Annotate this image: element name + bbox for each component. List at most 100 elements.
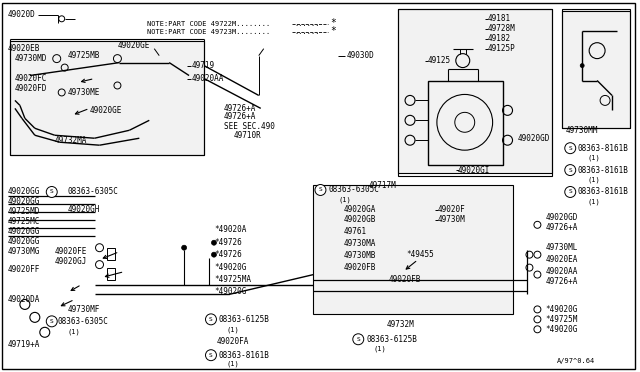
Text: 49732MA: 49732MA xyxy=(55,136,87,145)
Text: S: S xyxy=(209,353,213,358)
Text: S: S xyxy=(568,189,572,195)
Text: 49020GE: 49020GE xyxy=(90,106,122,115)
Text: *49725MA: *49725MA xyxy=(214,275,251,284)
Bar xyxy=(108,267,115,279)
Text: (1): (1) xyxy=(339,197,351,203)
Text: 49020GH: 49020GH xyxy=(68,205,100,214)
Text: NOTE:PART CODE 49723M........: NOTE:PART CODE 49723M........ xyxy=(147,29,271,35)
Text: 08363-6125B: 08363-6125B xyxy=(219,315,270,324)
Text: 49730MF: 49730MF xyxy=(68,305,100,314)
Text: 49020FB: 49020FB xyxy=(388,275,420,284)
Text: 49719: 49719 xyxy=(192,61,215,70)
Text: A/97^0.64: A/97^0.64 xyxy=(557,358,596,364)
Text: 49730MG: 49730MG xyxy=(8,247,40,256)
Text: S: S xyxy=(50,319,54,324)
Text: 49020FF: 49020FF xyxy=(8,265,40,274)
Text: *49725M: *49725M xyxy=(545,315,578,324)
Text: S: S xyxy=(356,337,360,342)
Text: 49020GE: 49020GE xyxy=(117,41,150,50)
Text: (1): (1) xyxy=(587,199,600,205)
Bar xyxy=(398,9,552,173)
Text: 49125P: 49125P xyxy=(488,44,515,53)
Text: *: * xyxy=(330,18,336,28)
Text: (1): (1) xyxy=(587,155,600,161)
Circle shape xyxy=(205,314,216,325)
Text: *49020A: *49020A xyxy=(214,225,246,234)
Circle shape xyxy=(182,245,187,250)
Text: 49717M: 49717M xyxy=(368,180,396,189)
Text: 49020GD: 49020GD xyxy=(518,134,550,143)
Circle shape xyxy=(564,143,576,154)
Text: 08363-8161B: 08363-8161B xyxy=(577,187,628,196)
Text: SEE SEC.490: SEE SEC.490 xyxy=(224,122,275,131)
Text: S: S xyxy=(319,187,323,192)
Bar xyxy=(108,248,115,260)
Text: 49020GG: 49020GG xyxy=(8,227,40,236)
Text: *49020G: *49020G xyxy=(214,263,246,272)
Text: 49020GB: 49020GB xyxy=(343,215,376,224)
Text: NOTE:PART CODE 49722M........: NOTE:PART CODE 49722M........ xyxy=(147,21,271,27)
Text: 49020GG: 49020GG xyxy=(8,237,40,246)
Text: 49726+A: 49726+A xyxy=(545,223,578,232)
Text: 08363-6305C: 08363-6305C xyxy=(58,317,109,326)
Text: 49181: 49181 xyxy=(488,14,511,23)
Bar xyxy=(314,185,513,314)
Text: 08363-8161B: 08363-8161B xyxy=(577,144,628,153)
Text: *49455: *49455 xyxy=(406,250,434,259)
Text: *49726: *49726 xyxy=(214,250,242,259)
Text: 49725MB: 49725MB xyxy=(68,51,100,60)
Text: 49020FE: 49020FE xyxy=(55,247,87,256)
Bar xyxy=(10,41,204,155)
Text: 49725MC: 49725MC xyxy=(8,217,40,226)
Text: 49730M: 49730M xyxy=(438,215,466,224)
Text: (1): (1) xyxy=(68,328,81,334)
Circle shape xyxy=(205,350,216,361)
Circle shape xyxy=(211,252,216,257)
Text: 49020GJ: 49020GJ xyxy=(55,257,87,266)
Text: 49020GI: 49020GI xyxy=(458,166,490,174)
Text: 49182: 49182 xyxy=(488,34,511,43)
Circle shape xyxy=(353,334,364,345)
Text: 49030D: 49030D xyxy=(346,51,374,60)
Text: *49726: *49726 xyxy=(214,238,242,247)
Text: 49730ME: 49730ME xyxy=(68,88,100,97)
Text: 49710R: 49710R xyxy=(234,131,262,140)
Text: 49020GD: 49020GD xyxy=(545,214,578,222)
Circle shape xyxy=(46,186,57,198)
Circle shape xyxy=(46,316,57,327)
Text: (1): (1) xyxy=(373,346,386,352)
Text: *49020G: *49020G xyxy=(545,325,578,334)
Text: S: S xyxy=(50,189,54,195)
Text: 08363-8161B: 08363-8161B xyxy=(219,351,270,360)
Text: 49020GG: 49020GG xyxy=(8,198,40,206)
Text: 49725MD: 49725MD xyxy=(8,207,40,217)
Text: 08363-6305C: 08363-6305C xyxy=(328,186,380,195)
Text: 49020FA: 49020FA xyxy=(217,337,250,346)
Text: S: S xyxy=(568,146,572,151)
Text: 49020FB: 49020FB xyxy=(343,263,376,272)
Text: 49020EA: 49020EA xyxy=(545,255,578,264)
Text: (1): (1) xyxy=(227,361,239,368)
Text: 49730ML: 49730ML xyxy=(545,243,578,252)
Text: 49730MB: 49730MB xyxy=(343,251,376,260)
Text: (1): (1) xyxy=(587,177,600,183)
Text: 49020GA: 49020GA xyxy=(343,205,376,214)
Text: 49020FC: 49020FC xyxy=(15,74,47,83)
Text: 49020EB: 49020EB xyxy=(8,44,40,53)
Text: (1): (1) xyxy=(227,326,239,333)
Text: 49020AA: 49020AA xyxy=(192,74,225,83)
Text: S: S xyxy=(209,317,213,322)
Text: S: S xyxy=(568,167,572,173)
Bar xyxy=(398,9,552,176)
Text: 49020GG: 49020GG xyxy=(8,187,40,196)
Text: *49020G: *49020G xyxy=(545,305,578,314)
Text: 49730MD: 49730MD xyxy=(15,54,47,63)
Text: 49732M: 49732M xyxy=(386,320,414,329)
Text: 49730MM: 49730MM xyxy=(565,126,598,135)
Text: 49726+A: 49726+A xyxy=(224,112,256,121)
Text: 08363-8161B: 08363-8161B xyxy=(577,166,628,174)
Bar xyxy=(428,80,502,165)
Text: 49020D: 49020D xyxy=(8,10,36,19)
Text: 49125: 49125 xyxy=(428,56,451,65)
Text: 49020FD: 49020FD xyxy=(15,84,47,93)
